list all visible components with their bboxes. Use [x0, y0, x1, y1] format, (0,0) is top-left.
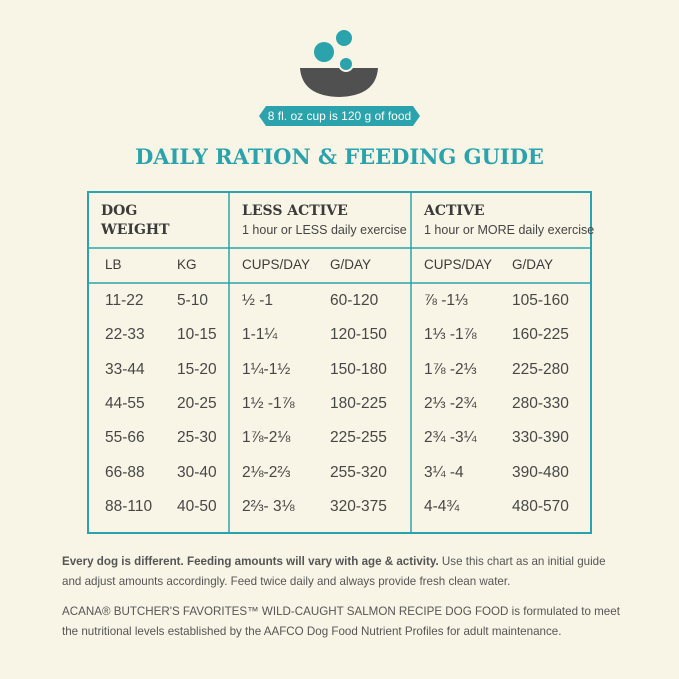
- note: Every dog is different. Feeding amounts …: [62, 552, 622, 592]
- note-bold: Every dog is different. Feeding amounts …: [62, 555, 439, 568]
- table-cell: 1⅓ -1⅞: [424, 326, 477, 344]
- column-header: G/DAY: [330, 257, 372, 272]
- group-subtitle: 1 hour or MORE daily exercise: [424, 223, 595, 237]
- banner-text: 8 fl. oz cup is 120 g of food: [267, 109, 412, 123]
- table-cell: 390-480: [512, 463, 569, 481]
- table-border: [87, 191, 592, 534]
- note-text: Use this chart as an initial guide and a…: [62, 555, 606, 588]
- table-cell: 1-1¼: [242, 326, 278, 344]
- table-cell: ½ -1: [242, 292, 274, 309]
- table-cell: 2⅓ -2¾: [424, 394, 477, 412]
- bowl-icon: [300, 68, 378, 97]
- table-cell: 2⅔- 3⅛: [242, 497, 295, 515]
- table-cell: 40-50: [177, 497, 217, 515]
- table-cell: 280-330: [512, 394, 569, 412]
- table-cell: 33-44: [105, 360, 145, 378]
- table-cell: 1⅞ -2⅓: [424, 360, 477, 378]
- group-subtitle: 1 hour or LESS daily exercise: [242, 223, 407, 237]
- table-cell: 480-570: [512, 497, 569, 515]
- table-cell: 160-225: [512, 326, 569, 344]
- table-cell: 11-22: [105, 292, 144, 309]
- table-cell: 60-120: [330, 292, 379, 309]
- table-cell: 255-320: [330, 463, 387, 481]
- table-cell: 330-390: [512, 429, 569, 447]
- table-cell: 10-15: [177, 326, 217, 344]
- table-cell: 88-110: [105, 497, 153, 515]
- table-cell: 55-66: [105, 429, 145, 447]
- table-cell: 225-280: [512, 360, 569, 378]
- table-cell: 25-30: [177, 429, 217, 447]
- table-cell: 120-150: [330, 326, 387, 344]
- table-cell: 22-33: [105, 326, 145, 344]
- table-cell: 180-225: [330, 394, 387, 412]
- icon-dot: [314, 42, 334, 62]
- column-header: CUPS/DAY: [424, 257, 493, 272]
- table-cell: 5-10: [177, 292, 209, 309]
- table-cell: 1½ -1⅞: [242, 394, 295, 412]
- group-title: LESS ACTIVE: [242, 203, 348, 219]
- table-cell: 3¼ -4: [424, 463, 464, 481]
- banner-bg: [259, 106, 420, 126]
- table-cell: 150-180: [330, 360, 387, 378]
- table-cell: 225-255: [330, 429, 387, 447]
- column-header: KG: [177, 257, 197, 272]
- column-header: LB: [105, 257, 122, 272]
- table-cell: 2⅛-2⅔: [242, 463, 291, 481]
- title: DAILY RATION & FEEDING GUIDE: [135, 144, 544, 169]
- table-cell: 2¾ -3¼: [424, 429, 477, 447]
- table-cell: 320-375: [330, 497, 387, 515]
- icon-dot: [338, 56, 354, 72]
- table-cell: 1¼-1½: [242, 360, 291, 378]
- group-title: ACTIVE: [424, 203, 485, 219]
- group-title: DOG WEIGHT: [101, 203, 170, 238]
- note: ACANA® BUTCHER'S FAVORITES™ WILD-CAUGHT …: [62, 605, 620, 638]
- table-cell: 30-40: [177, 463, 217, 481]
- icon-dot: [336, 30, 352, 46]
- table-cell: 4-4¾: [424, 497, 460, 515]
- column-header: CUPS/DAY: [242, 257, 311, 272]
- table-cell: ⅞ -1⅓: [424, 292, 468, 309]
- table-cell: 15-20: [177, 360, 217, 378]
- table-cell: 1⅞-2⅛: [242, 429, 291, 447]
- table-cell: 105-160: [512, 292, 569, 309]
- table-cell: 66-88: [105, 463, 145, 481]
- column-header: G/DAY: [512, 257, 554, 272]
- table-cell: 44-55: [105, 394, 145, 412]
- table-cell: 20-25: [177, 394, 217, 412]
